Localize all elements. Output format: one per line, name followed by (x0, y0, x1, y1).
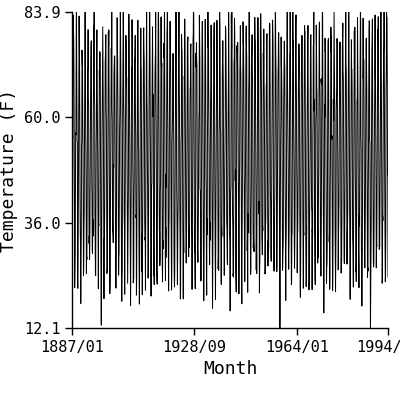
X-axis label: Month: Month (203, 360, 257, 378)
Y-axis label: Temperature (F): Temperature (F) (0, 88, 18, 252)
